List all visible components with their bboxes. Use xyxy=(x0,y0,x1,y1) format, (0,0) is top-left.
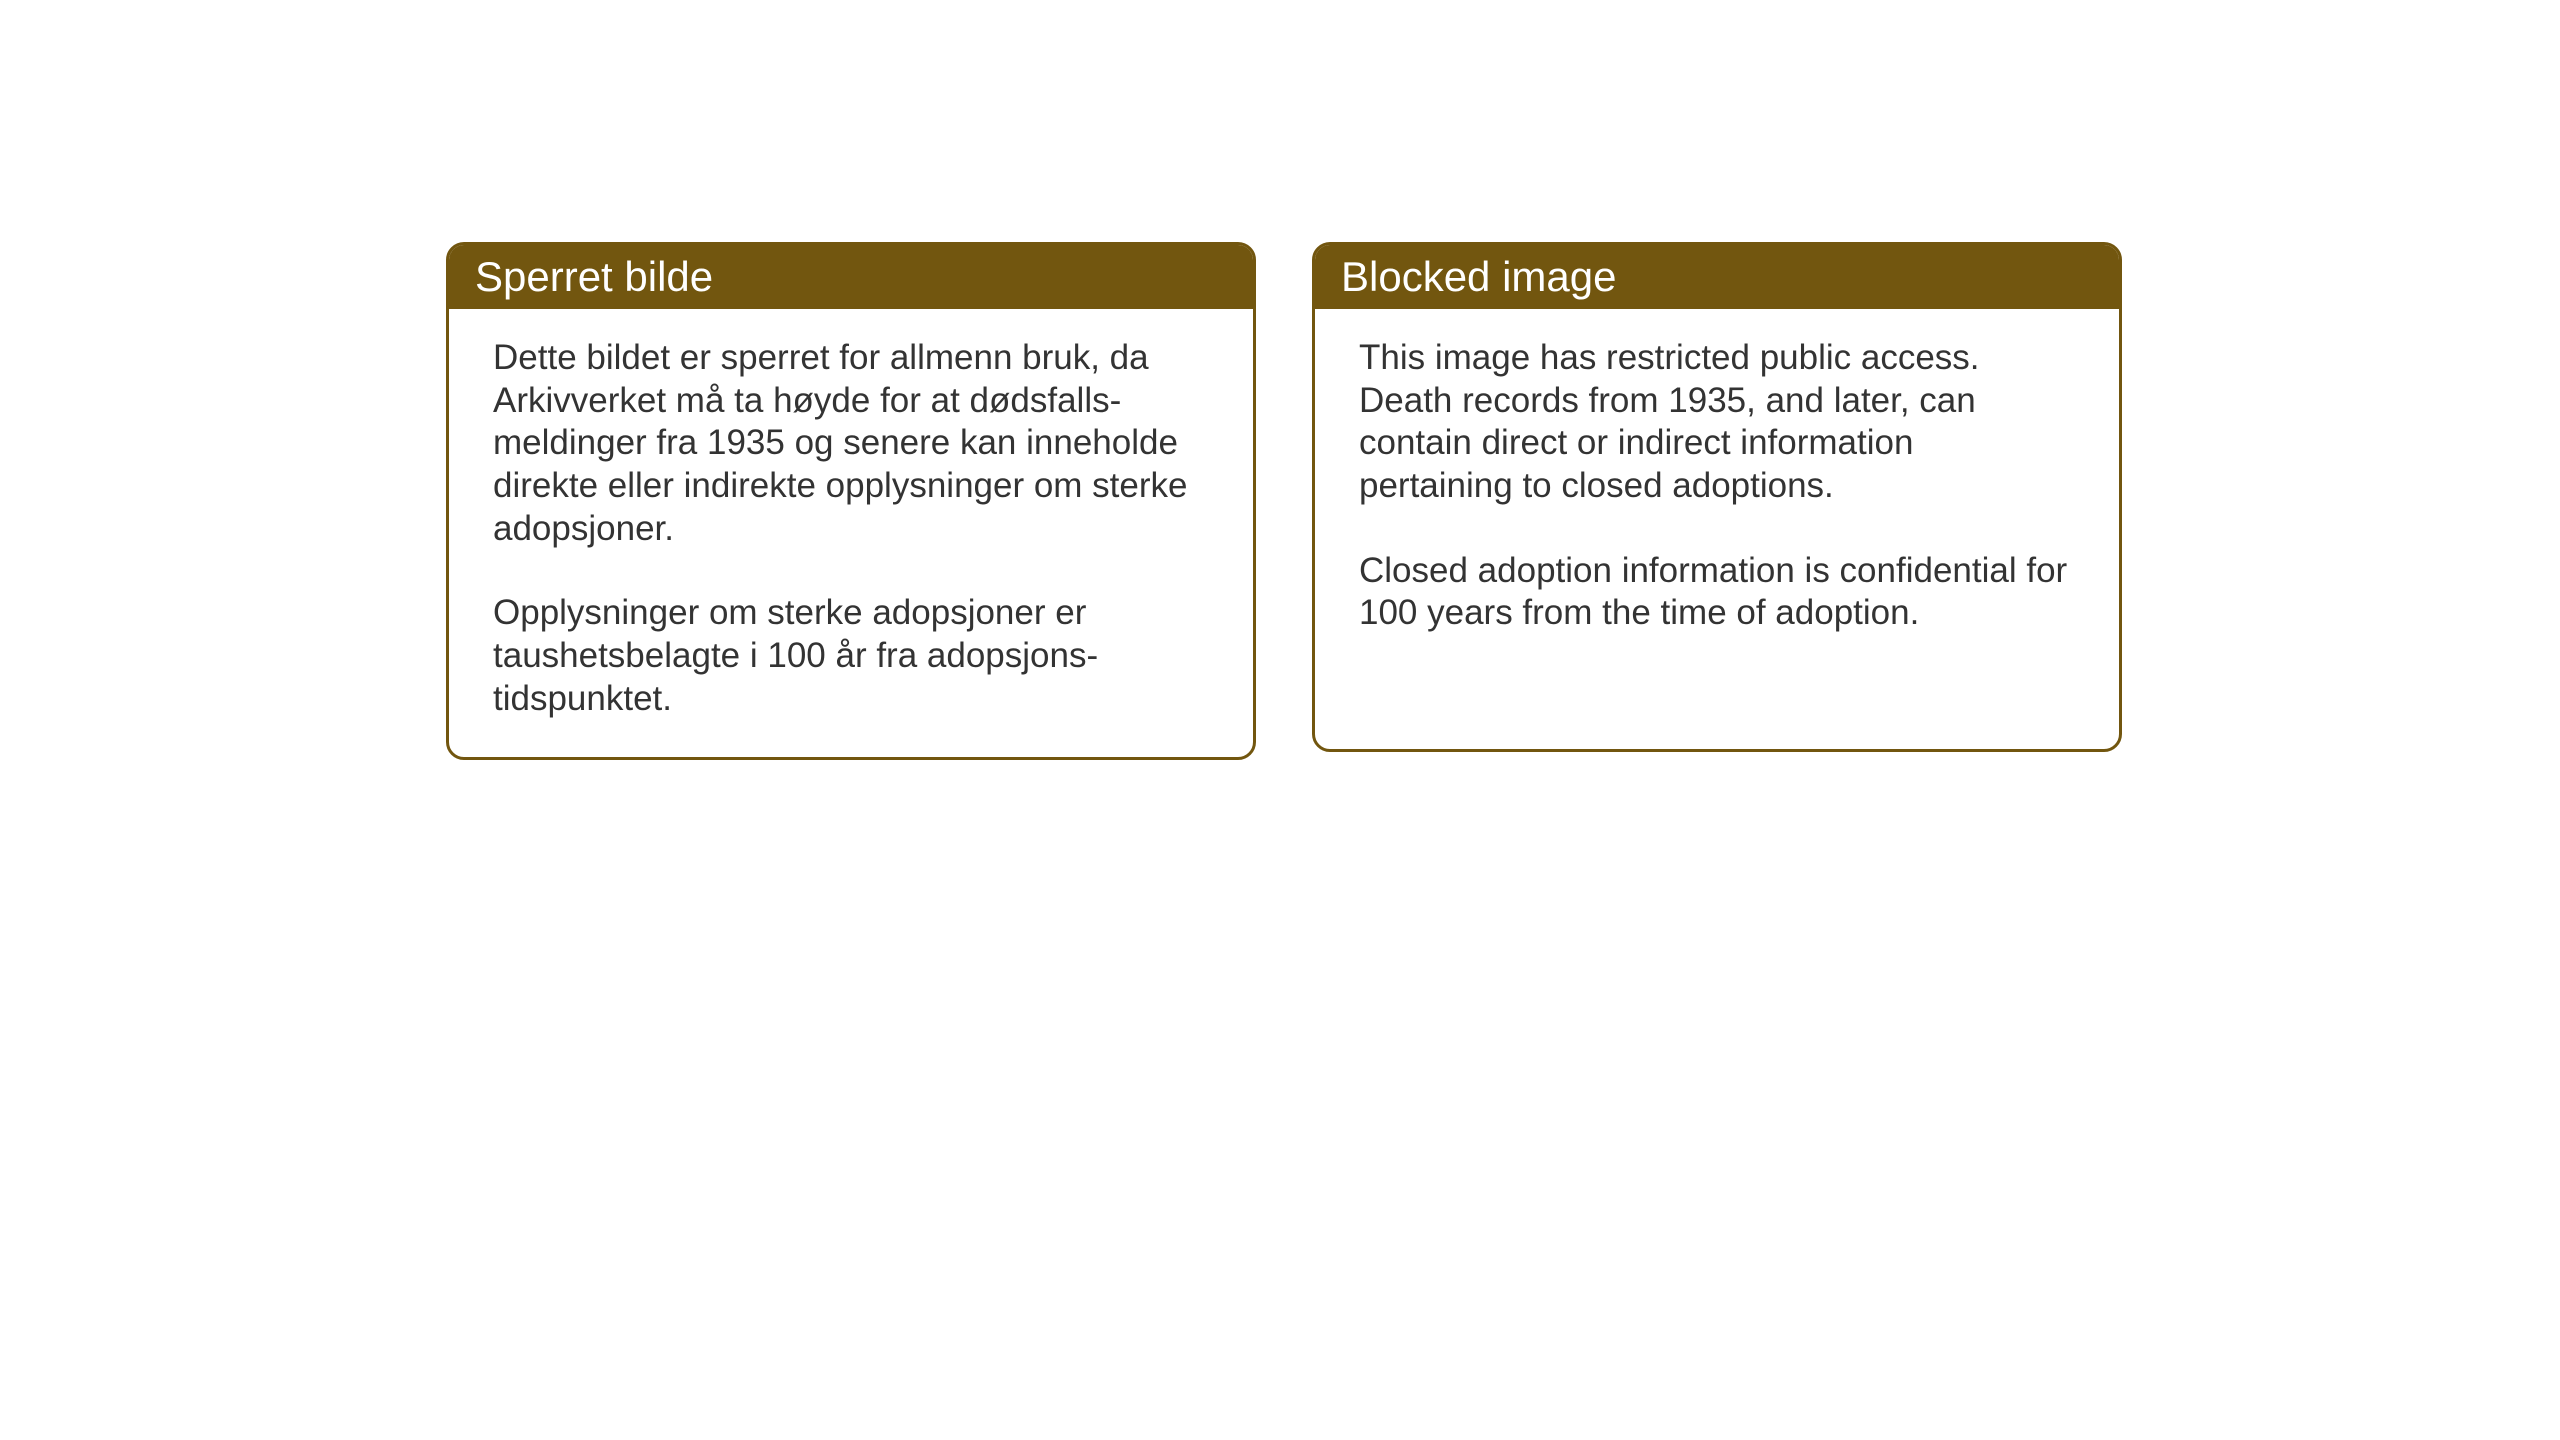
notice-container: Sperret bilde Dette bildet er sperret fo… xyxy=(446,242,2122,760)
norwegian-card-title: Sperret bilde xyxy=(449,245,1253,309)
english-paragraph-2: Closed adoption information is confident… xyxy=(1359,550,2075,635)
norwegian-paragraph-2: Opplysninger om sterke adopsjoner er tau… xyxy=(493,592,1209,720)
norwegian-notice-card: Sperret bilde Dette bildet er sperret fo… xyxy=(446,242,1256,760)
english-card-title: Blocked image xyxy=(1315,245,2119,309)
english-card-body: This image has restricted public access.… xyxy=(1315,309,2119,671)
norwegian-card-body: Dette bildet er sperret for allmenn bruk… xyxy=(449,309,1253,757)
norwegian-paragraph-1: Dette bildet er sperret for allmenn bruk… xyxy=(493,337,1209,550)
english-notice-card: Blocked image This image has restricted … xyxy=(1312,242,2122,752)
english-paragraph-1: This image has restricted public access.… xyxy=(1359,337,2075,508)
